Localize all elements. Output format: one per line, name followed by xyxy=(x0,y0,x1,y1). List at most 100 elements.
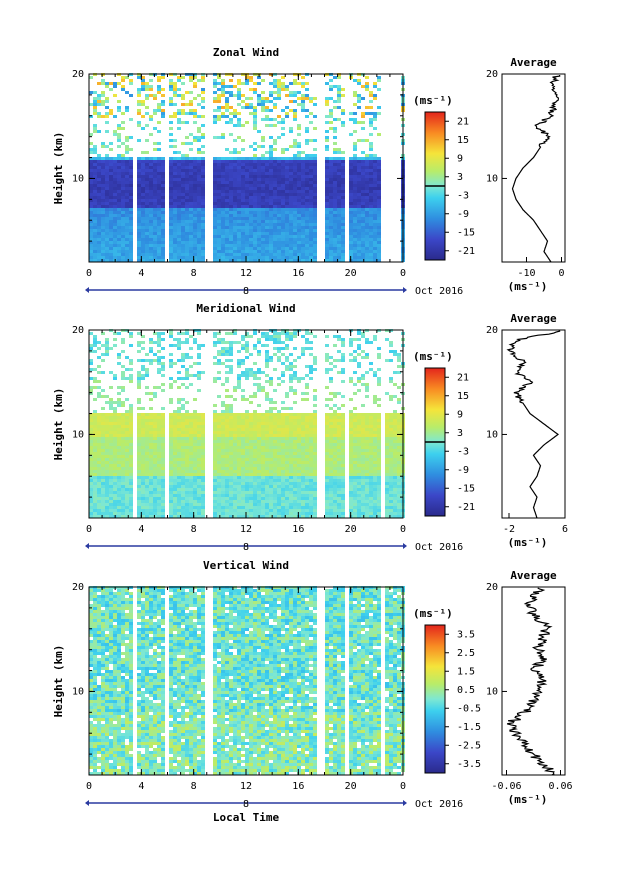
heatmap-cell xyxy=(189,232,193,235)
heatmap-cell xyxy=(333,226,337,229)
heatmap-cell xyxy=(197,238,201,241)
heatmap-cell xyxy=(221,169,225,172)
heatmap-cell xyxy=(233,139,237,142)
heatmap-cell xyxy=(189,193,193,196)
heatmap-cell xyxy=(373,241,377,244)
heatmap-cell xyxy=(257,404,261,407)
heatmap-cell xyxy=(245,157,249,160)
heatmap-cell xyxy=(181,428,185,431)
heatmap-cell xyxy=(225,100,229,103)
heatmap-cell xyxy=(113,458,117,461)
heatmap-cell xyxy=(309,238,313,241)
heatmap-cell xyxy=(101,482,105,485)
heatmap-cell xyxy=(221,440,225,443)
heatmap-cell xyxy=(281,211,285,214)
heatmap-cell xyxy=(233,85,237,88)
profile-y-tick-label: 10 xyxy=(486,173,498,184)
heatmap-cell xyxy=(269,238,273,241)
heatmap-cell xyxy=(249,76,253,79)
heatmap-cell xyxy=(361,181,365,184)
heatmap-cell xyxy=(253,118,257,121)
heatmap-cell xyxy=(217,118,221,121)
heatmap-cell xyxy=(109,371,113,374)
heatmap-cell xyxy=(305,223,309,226)
heatmap-cell xyxy=(221,485,225,488)
heatmap-cell xyxy=(149,461,153,464)
heatmap-cell xyxy=(93,515,97,518)
heatmap-cell xyxy=(301,100,305,103)
heatmap-cell xyxy=(197,362,201,365)
heatmap-cell xyxy=(257,157,261,160)
heatmap-cell xyxy=(261,214,265,217)
heatmap-cell xyxy=(181,356,185,359)
heatmap-cell xyxy=(217,157,221,160)
heatmap-cell xyxy=(265,452,269,455)
heatmap-cell xyxy=(137,332,141,335)
heatmap-cell xyxy=(201,509,205,512)
heatmap-cell xyxy=(333,169,337,172)
heatmap-cell xyxy=(241,374,245,377)
heatmap-cell xyxy=(281,178,285,181)
heatmap-cell xyxy=(173,220,177,223)
heatmap-cell xyxy=(181,193,185,196)
heatmap-cell xyxy=(229,365,233,368)
heatmap-cell xyxy=(357,175,361,178)
heatmap-cell xyxy=(305,157,309,160)
heatmap-cell xyxy=(109,208,113,211)
heatmap-cell xyxy=(245,196,249,199)
heatmap-cell xyxy=(225,449,229,452)
heatmap-cell xyxy=(329,253,333,256)
heatmap-cell xyxy=(265,184,269,187)
heatmap-cell xyxy=(185,428,189,431)
heatmap-cell xyxy=(105,100,109,103)
heatmap-cell xyxy=(353,145,357,148)
heatmap-cell xyxy=(193,512,197,515)
heatmap-cell xyxy=(237,455,241,458)
heatmap-cell xyxy=(297,220,301,223)
heatmap-cell xyxy=(129,491,133,494)
heatmap-cell xyxy=(353,205,357,208)
heatmap-cell xyxy=(285,238,289,241)
heatmap-cell xyxy=(221,178,225,181)
heatmap-cell xyxy=(273,247,277,250)
heatmap-cell xyxy=(305,109,309,112)
heatmap-cell xyxy=(89,488,93,491)
heatmap-cell xyxy=(161,332,165,335)
heatmap-cell xyxy=(265,422,269,425)
heatmap-cell xyxy=(313,214,317,217)
heatmap-cell xyxy=(277,223,281,226)
heatmap-cell xyxy=(361,238,365,241)
heatmap-cell xyxy=(285,229,289,232)
heatmap-cell xyxy=(109,485,113,488)
heatmap-cell xyxy=(221,106,225,109)
heatmap-cell xyxy=(241,178,245,181)
heatmap-cell xyxy=(193,196,197,199)
heatmap-cell xyxy=(289,100,293,103)
heatmap-cell xyxy=(137,503,141,506)
heatmap-cell xyxy=(105,202,109,205)
heatmap-cell xyxy=(117,506,121,509)
heatmap-cell xyxy=(213,82,217,85)
heatmap-cell xyxy=(281,208,285,211)
heatmap-cell xyxy=(357,82,361,85)
heatmap-cell xyxy=(109,446,113,449)
heatmap-cell xyxy=(121,142,125,145)
heatmap-cell xyxy=(185,416,189,419)
heatmap-cell xyxy=(241,232,245,235)
heatmap-cell xyxy=(185,235,189,238)
heatmap-cell xyxy=(241,476,245,479)
heatmap-cell xyxy=(113,133,117,136)
heatmap-cell xyxy=(369,226,373,229)
heatmap-cell xyxy=(333,166,337,169)
heatmap-cell xyxy=(285,241,289,244)
heatmap-cell xyxy=(141,428,145,431)
heatmap-cell xyxy=(145,452,149,455)
heatmap-cell xyxy=(257,256,261,259)
heatmap-cell xyxy=(265,259,269,262)
heatmap-cell xyxy=(237,341,241,344)
heatmap-cell xyxy=(257,458,261,461)
heatmap-cell xyxy=(285,193,289,196)
heatmap-cell xyxy=(185,172,189,175)
heatmap-cell xyxy=(141,82,145,85)
heatmap-cell xyxy=(261,461,265,464)
